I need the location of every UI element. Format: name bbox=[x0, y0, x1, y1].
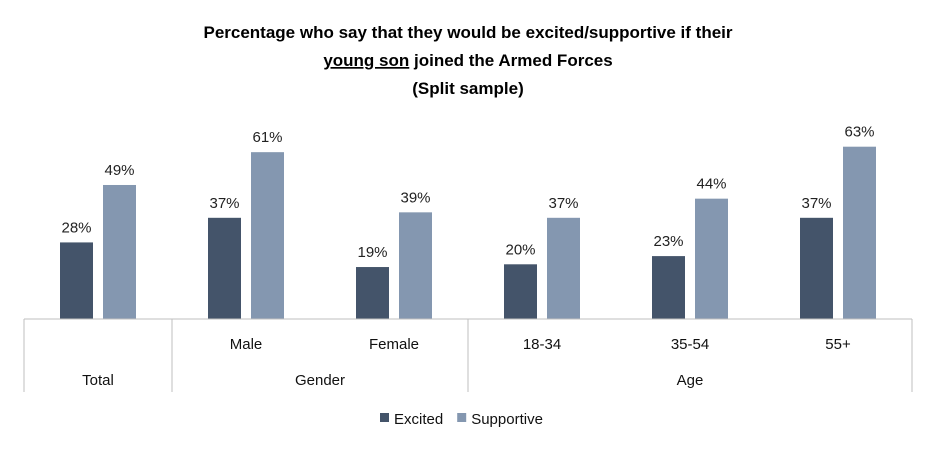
bar-excited-18-34 bbox=[504, 264, 537, 319]
category-axis: Male Female 18-34 35-54 55+ Total Gender Age bbox=[23, 318, 913, 392]
legend-swatch-excited bbox=[380, 413, 389, 422]
bar-supportive-male bbox=[251, 152, 284, 319]
legend-label-supportive: Supportive bbox=[471, 411, 543, 428]
legend-swatch-supportive bbox=[457, 413, 467, 422]
bar-supportive-55+ bbox=[843, 146, 876, 319]
data-label-supportive-total: 49% bbox=[104, 162, 134, 179]
group-label-total: Total bbox=[82, 372, 114, 389]
tick-label-18-34: 18-34 bbox=[523, 336, 561, 353]
data-label-excited-total: 28% bbox=[61, 219, 91, 236]
chart-title-line-2: young son joined the Armed Forces bbox=[323, 51, 612, 70]
group-label-gender: Gender bbox=[295, 372, 345, 389]
tick-label-55+: 55+ bbox=[825, 336, 851, 353]
bar-excited-total bbox=[60, 242, 93, 319]
legend: Excited Supportive bbox=[380, 411, 543, 428]
bar-supportive-18-34 bbox=[547, 217, 580, 319]
data-label-supportive-35-54: 44% bbox=[696, 176, 726, 193]
chart-title-rest: joined the Armed Forces bbox=[409, 51, 612, 70]
data-label-excited-35-54: 23% bbox=[653, 233, 683, 250]
chart-title-line-3: (Split sample) bbox=[412, 79, 523, 98]
tick-label-male: Male bbox=[230, 336, 263, 353]
chart-title-line-1: Percentage who say that they would be ex… bbox=[203, 23, 732, 42]
data-label-excited-55+: 37% bbox=[801, 195, 831, 212]
bar-excited-female bbox=[356, 267, 389, 319]
bar-supportive-35-54 bbox=[695, 198, 728, 319]
bar-supportive-total bbox=[103, 184, 136, 319]
data-label-supportive-55+: 63% bbox=[844, 124, 874, 141]
plot-area: 28% 49% 37% 61% 19% 39% 20% 37% 23% 44% 37% 63% bbox=[60, 124, 876, 319]
group-label-age: Age bbox=[677, 372, 704, 389]
data-label-excited-female: 19% bbox=[357, 244, 387, 261]
tick-label-female: Female bbox=[369, 336, 419, 353]
data-label-excited-18-34: 20% bbox=[505, 241, 535, 258]
data-label-excited-male: 37% bbox=[209, 195, 239, 212]
data-label-supportive-female: 39% bbox=[400, 189, 430, 206]
bar-excited-35-54 bbox=[652, 256, 685, 319]
bar-supportive-female bbox=[399, 212, 432, 319]
tick-label-35-54: 35-54 bbox=[671, 336, 709, 353]
bar-excited-55+ bbox=[800, 217, 833, 319]
data-label-supportive-male: 61% bbox=[252, 129, 282, 146]
chart-title-underlined: young son bbox=[323, 51, 409, 70]
legend-label-excited: Excited bbox=[394, 411, 443, 428]
data-label-supportive-18-34: 37% bbox=[548, 195, 578, 212]
bar-excited-male bbox=[208, 217, 241, 319]
